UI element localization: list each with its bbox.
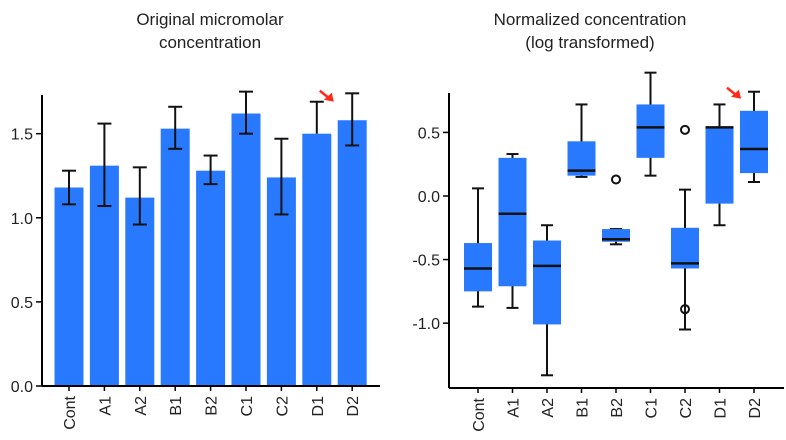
bar-b2 [196, 170, 226, 385]
left-title-line-2: concentration [159, 33, 261, 52]
y-tick-label: 0.0 [11, 379, 33, 396]
right-title-line-2: (log transformed) [525, 33, 654, 52]
bar-d1 [302, 133, 332, 385]
outlier-point [611, 174, 621, 185]
y-tick-label: 0.5 [11, 295, 33, 312]
right-title-line-1: Normalized concentration [494, 10, 687, 29]
bar-d2 [337, 120, 367, 386]
outlier-point [680, 124, 690, 135]
box-a2 [533, 240, 561, 325]
x-tick-label: A2 [133, 396, 150, 416]
x-tick-label: D2 [747, 398, 764, 419]
x-tick-label: Cont [62, 395, 79, 429]
bar-b1 [160, 128, 190, 386]
x-tick-label: D1 [310, 396, 327, 417]
x-tick-label: C2 [274, 396, 291, 417]
x-tick-label: D1 [713, 398, 730, 419]
x-tick-label: C1 [239, 396, 256, 417]
x-tick-label: B2 [609, 398, 626, 418]
bar-cont [54, 187, 84, 385]
x-tick-label: A1 [506, 398, 523, 418]
box-a1 [498, 157, 527, 287]
box-d2 [740, 110, 768, 174]
bar-a2 [125, 197, 155, 385]
x-tick-label: A2 [540, 398, 557, 418]
x-tick-label: A1 [97, 396, 114, 416]
x-tick-label: C2 [678, 398, 695, 419]
box-c2 [671, 227, 699, 269]
left-title-line-1: Original micromolar [136, 10, 284, 29]
x-tick-label: B2 [204, 396, 221, 416]
bar-c1 [231, 113, 261, 385]
x-tick-label: B1 [575, 398, 592, 418]
y-tick-label: 0.5 [418, 125, 440, 142]
highlight-arrow-head [323, 92, 334, 102]
box-d1 [705, 127, 734, 204]
y-tick-label: 1.5 [11, 127, 33, 144]
x-tick-label: D2 [345, 396, 362, 417]
x-tick-label: C1 [644, 398, 661, 419]
highlight-arrow-head [731, 89, 741, 99]
box-c1 [636, 104, 665, 158]
outlier-point [680, 304, 690, 315]
y-tick-label: -1.0 [412, 316, 440, 333]
y-tick-label: -0.5 [412, 253, 440, 270]
x-tick-label: Cont [471, 397, 488, 431]
y-tick-label: 1.0 [11, 211, 33, 228]
box-cont [464, 243, 492, 292]
bar-chart-original-concentration: Original micromolar concentration 0.0 0.5… [11, 10, 380, 430]
x-tick-label: B1 [168, 396, 185, 416]
y-tick-label: 0.0 [418, 189, 440, 206]
box-chart-normalized-concentration: Normalized concentration (log transforme… [412, 10, 784, 432]
